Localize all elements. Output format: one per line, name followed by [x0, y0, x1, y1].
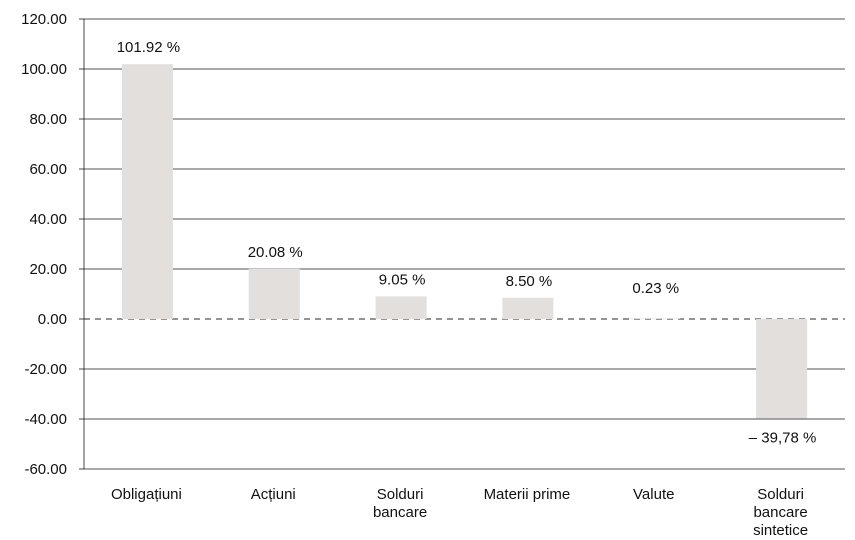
- y-tick-label: -60.00: [24, 461, 67, 478]
- y-tick-label: 0.00: [38, 311, 67, 328]
- bars: [121, 64, 808, 419]
- data-label: 101.92 %: [117, 39, 180, 56]
- data-label: – 39,78 %: [749, 429, 817, 446]
- category-label-line: bancare: [373, 504, 427, 521]
- y-tick-label: -40.00: [24, 411, 67, 428]
- category-label: Valute: [633, 486, 674, 503]
- category-label-line: Acțiuni: [251, 486, 296, 503]
- category-label: Solduri bancare sintetice: [753, 486, 808, 539]
- category-label-line: bancare: [753, 504, 807, 521]
- category-label: Solduri bancare: [373, 486, 427, 521]
- y-tick-label: 80.00: [29, 111, 67, 128]
- gridlines: [84, 18, 845, 470]
- y-tick-label: 40.00: [29, 211, 67, 228]
- y-tick-label: 60.00: [29, 161, 67, 178]
- data-label: 20.08 %: [248, 244, 303, 261]
- y-tick-label: 120.00: [21, 11, 67, 28]
- category-label-line: Valute: [633, 486, 674, 503]
- category-label-line: Materii prime: [484, 486, 571, 503]
- category-label-line: sintetice: [753, 522, 808, 539]
- category-label: Acțiuni: [251, 486, 296, 503]
- bar: [248, 268, 300, 319]
- category-labels: Obligațiuni Acțiuni Solduri bancareMaterii …: [111, 486, 808, 539]
- y-tick-label: 100.00: [21, 61, 67, 78]
- bar: [502, 297, 554, 319]
- y-axis: 120.00 100.00 80.00 60.00 40.00 20.00 0.00 -20.…: [21, 11, 85, 478]
- data-label: 8.50 %: [506, 273, 553, 290]
- bar: [121, 64, 173, 319]
- y-tick-label: 20.00: [29, 261, 67, 278]
- data-label: 0.23 %: [632, 280, 679, 297]
- category-label-line: Solduri: [757, 486, 804, 503]
- bar: [629, 318, 681, 319]
- y-tick-label: -20.00: [24, 361, 67, 378]
- category-label: Materii prime: [484, 486, 571, 503]
- bar: [756, 319, 808, 419]
- bar: [375, 296, 427, 319]
- data-label: 9.05 %: [379, 271, 426, 288]
- category-label-line: Solduri: [377, 486, 424, 503]
- category-label-line: Obligațiuni: [111, 486, 182, 503]
- category-label: Obligațiuni: [111, 486, 182, 503]
- data-labels: 101.92 % 20.08 % 9.05 % 8.50 % 0.23 % – 39,78…: [117, 39, 817, 446]
